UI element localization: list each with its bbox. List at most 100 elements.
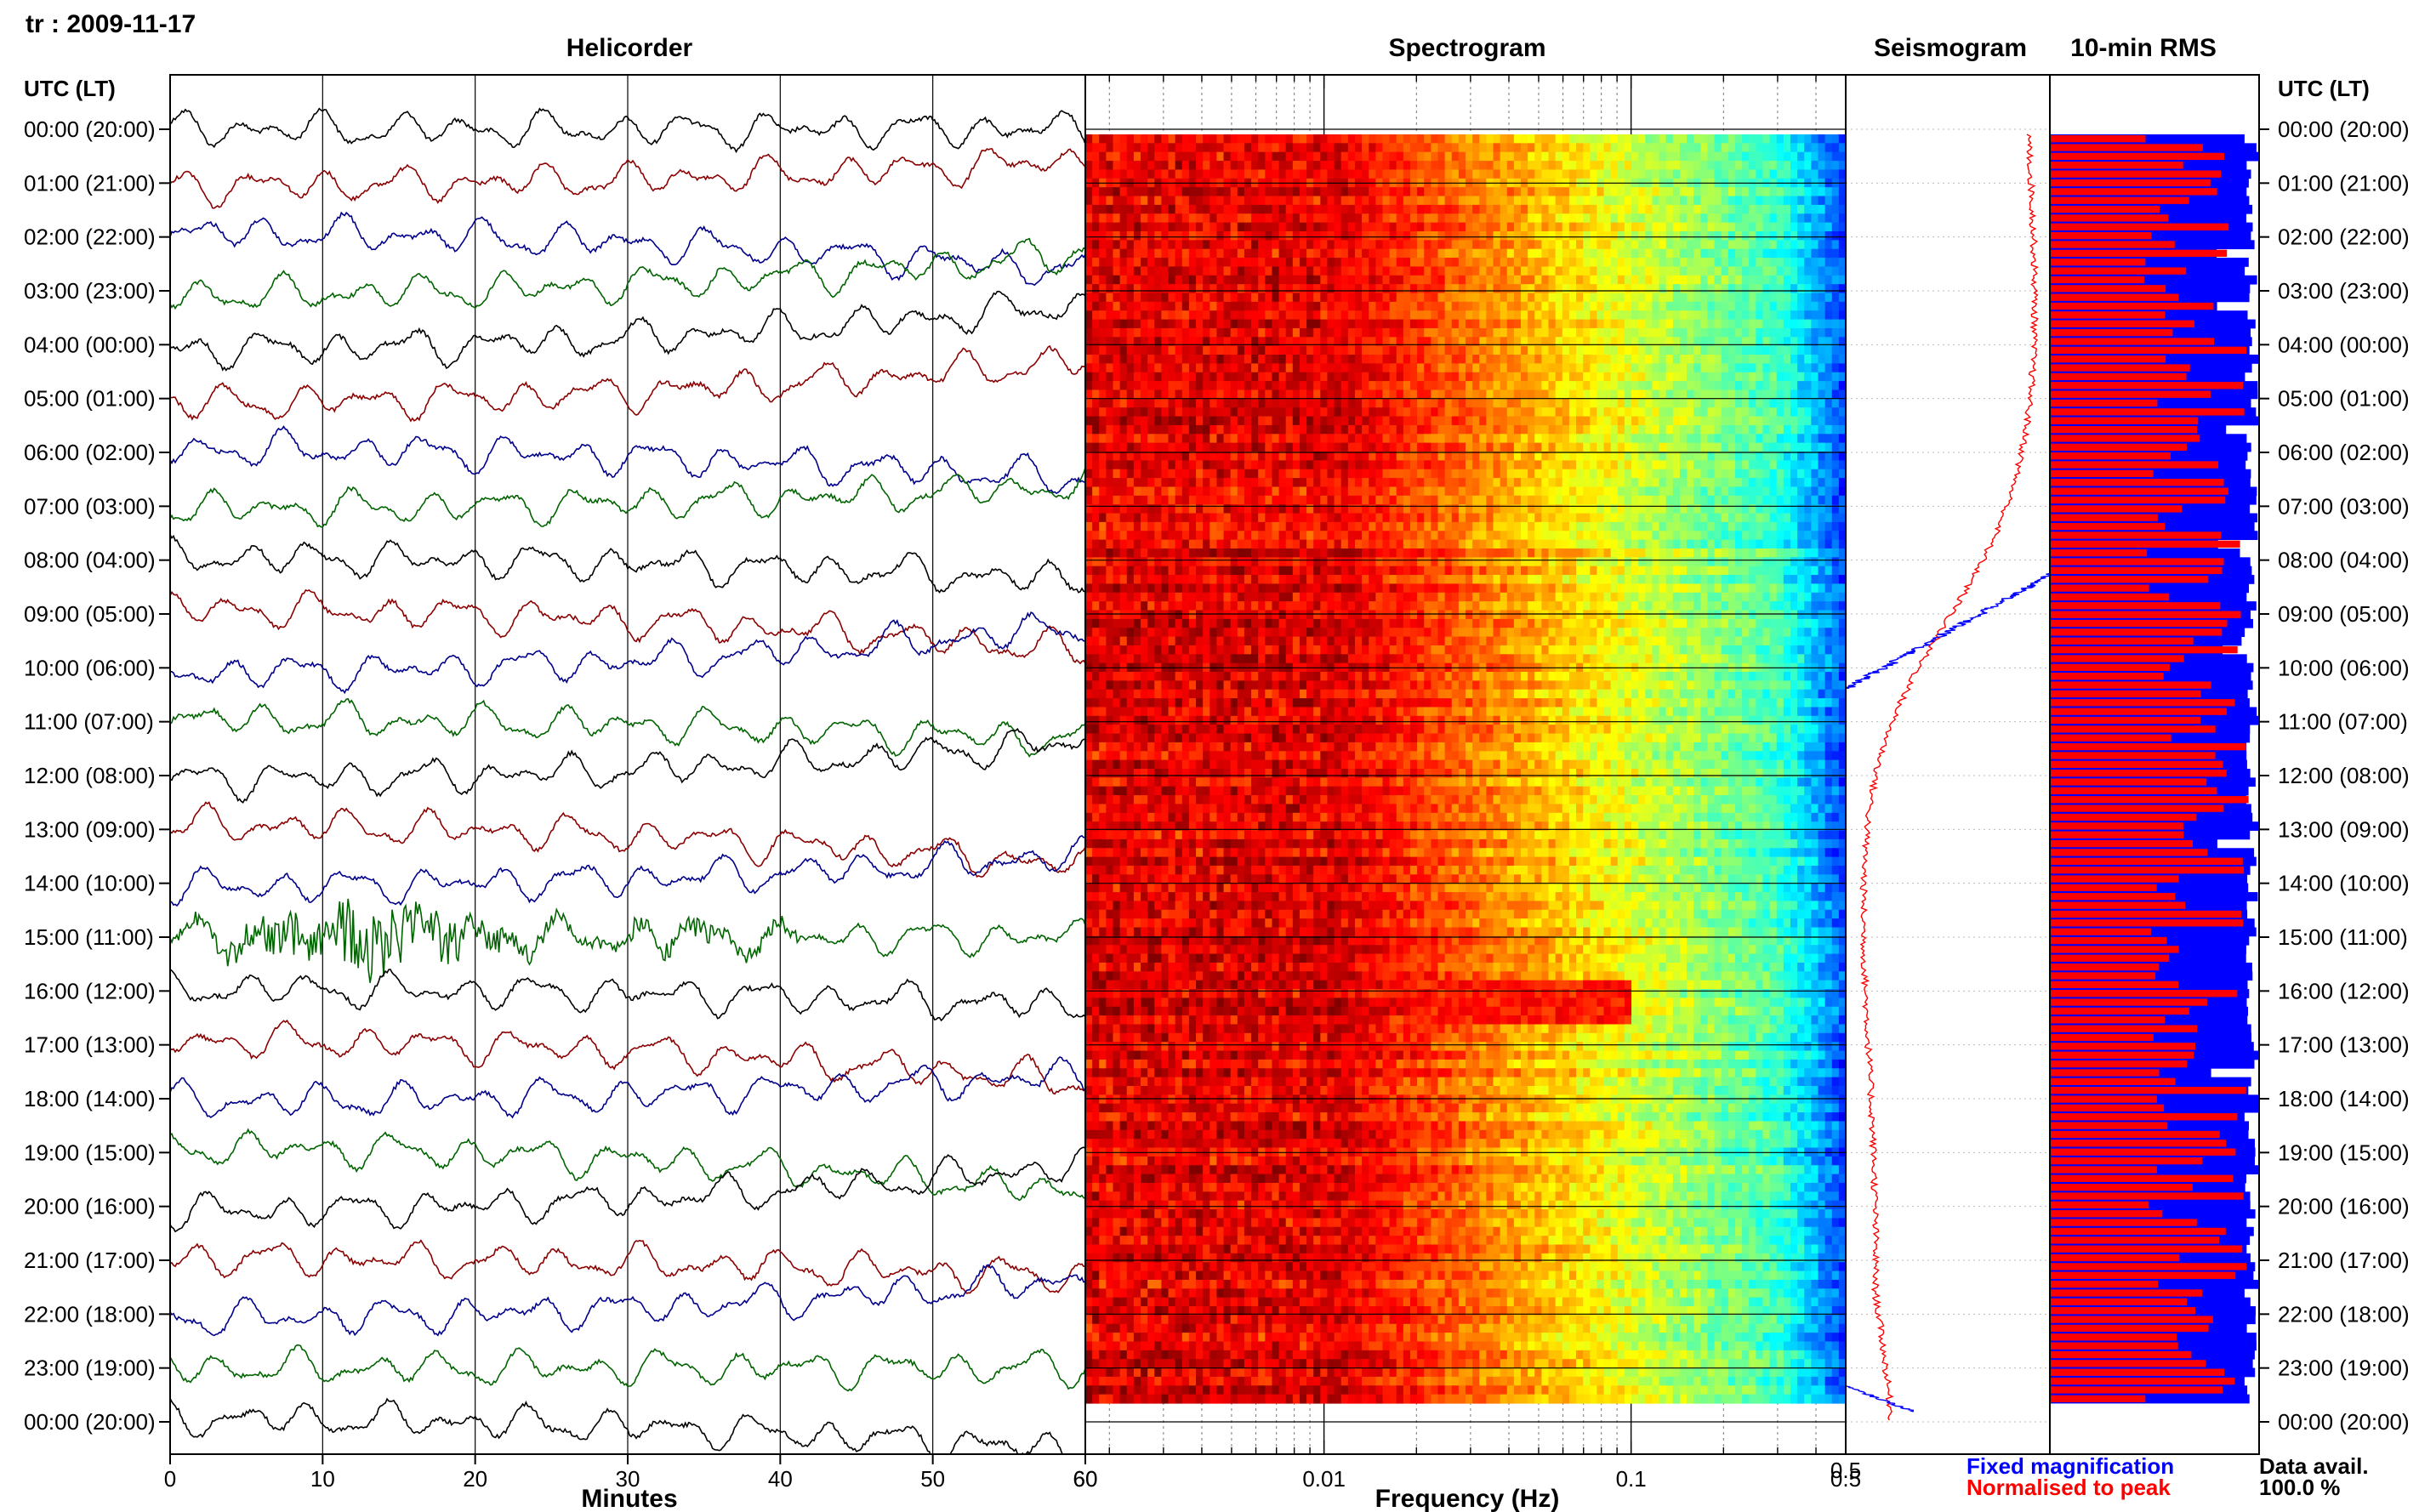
spectrogram-cell <box>1113 187 1121 197</box>
spectrogram-cell <box>1340 452 1349 461</box>
spectrogram-cell <box>1721 258 1729 268</box>
spectrogram-cell <box>1679 389 1688 400</box>
spectrogram-cell <box>1347 398 1356 408</box>
spectrogram-cell <box>1638 161 1646 171</box>
spectrogram-cell <box>1216 143 1225 153</box>
spectrogram-cell <box>1272 161 1280 171</box>
spectrogram-cell <box>1576 258 1584 268</box>
spectrogram-cell <box>1230 169 1238 179</box>
spectrogram-cell <box>1597 213 1605 224</box>
spectrogram-cell <box>1327 284 1335 294</box>
spectrogram-cell <box>1804 248 1812 259</box>
spectrogram-cell <box>1472 222 1480 232</box>
spectrogram-cell <box>1369 355 1376 364</box>
spectrogram-cell <box>1133 504 1141 514</box>
spectrogram-cell <box>1818 424 1826 435</box>
spectrogram-cell <box>1818 355 1826 364</box>
spectrogram-cell <box>1196 258 1204 268</box>
spectrogram-cell <box>1486 151 1494 162</box>
spectrogram-cell <box>1154 416 1162 426</box>
spectrogram-cell <box>1721 222 1729 232</box>
spectrogram-cell <box>1500 301 1508 311</box>
spectrogram-cell <box>1762 222 1771 232</box>
spectrogram-cell <box>1631 213 1639 224</box>
spectrogram-cell <box>1824 187 1833 197</box>
minute-tick-label: 60 <box>1073 1466 1098 1492</box>
spectrogram-cell <box>1085 363 1093 373</box>
spectrogram-cell <box>1804 319 1812 329</box>
helicorder-trace <box>170 1344 1085 1392</box>
spectrogram-cell <box>1161 161 1170 171</box>
spectrogram-cell <box>1444 363 1453 373</box>
spectrogram-cell <box>1272 240 1280 250</box>
spectrogram-cell <box>1320 434 1329 444</box>
spectrogram-cell <box>1133 345 1141 355</box>
spectrogram-cell <box>1382 230 1391 241</box>
spectrogram-cell <box>1790 230 1798 241</box>
spectrogram-cell <box>1340 495 1349 505</box>
spectrogram-cell <box>1486 452 1494 461</box>
spectrogram-cell <box>1541 327 1550 338</box>
spectrogram-cell <box>1838 284 1847 294</box>
spectrogram-cell <box>1804 240 1812 250</box>
spectrogram-cell <box>1652 230 1660 241</box>
helicorder-trace <box>170 1239 1085 1294</box>
spectrogram-cell <box>1278 478 1287 488</box>
spectrogram-cell <box>1437 293 1446 303</box>
spectrogram-cell <box>1320 161 1329 171</box>
spectrogram-cell <box>1472 452 1480 461</box>
spectrogram-cell <box>1583 169 1591 179</box>
spectrogram-cell <box>1804 452 1812 461</box>
spectrogram-cell <box>1196 434 1204 444</box>
spectrogram-cell <box>1603 230 1612 241</box>
spectrogram-cell <box>1161 424 1170 435</box>
spectrogram-cell <box>1327 434 1335 444</box>
spectrogram-cell <box>1838 213 1847 224</box>
spectrogram-cell <box>1230 460 1238 470</box>
spectrogram-cell <box>1824 452 1833 461</box>
spectrogram-cell <box>1562 284 1570 294</box>
spectrogram-cell <box>1707 460 1716 470</box>
spectrogram-cell <box>1161 258 1170 268</box>
spectrogram-cell <box>1181 284 1190 294</box>
spectrogram-cell <box>1313 213 1321 224</box>
spectrogram-cell <box>1306 310 1314 321</box>
spectrogram-cell <box>1583 407 1591 418</box>
spectrogram-cell <box>1265 204 1273 214</box>
spectrogram-cell <box>1583 310 1591 321</box>
spectrogram-cell <box>1734 504 1743 514</box>
spectrogram-cell <box>1679 469 1688 479</box>
spectrogram-cell <box>1126 513 1135 523</box>
spectrogram-cell <box>1175 222 1183 232</box>
spectrogram-cell <box>1521 187 1528 197</box>
spectrogram-cell <box>1513 169 1522 179</box>
spectrogram-cell <box>1659 284 1667 294</box>
spectrogram-cell <box>1590 284 1598 294</box>
spectrogram-cell <box>1479 452 1487 461</box>
spectrogram-cell <box>1672 398 1681 408</box>
spectrogram-cell <box>1451 161 1460 171</box>
helicorder-trace <box>170 801 1085 878</box>
spectrogram-cell <box>1734 258 1743 268</box>
spectrogram-cell <box>1665 187 1674 197</box>
spectrogram-cell <box>1790 266 1798 276</box>
spectrogram-cell <box>1783 230 1791 241</box>
spectrogram-cell <box>1776 310 1784 321</box>
spectrogram-cell <box>1147 381 1155 391</box>
spectrogram-cell <box>1403 258 1411 268</box>
spectrogram-cell <box>1693 169 1701 179</box>
spectrogram-cell <box>1334 469 1342 479</box>
spectrogram-cell <box>1362 275 1369 285</box>
spectrogram-cell <box>1299 327 1307 338</box>
spectrogram-cell <box>1375 389 1384 400</box>
spectrogram-cell <box>1230 301 1238 311</box>
spectrogram-cell <box>1659 143 1667 153</box>
spectrogram-cell <box>1237 222 1245 232</box>
spectrogram-cell <box>1479 213 1487 224</box>
spectrogram-cell <box>1513 134 1522 144</box>
spectrogram-cell <box>1811 495 1819 505</box>
spectrogram-cell <box>1500 442 1508 452</box>
spectrogram-cell <box>1285 169 1294 179</box>
spectrogram-cell <box>1727 469 1736 479</box>
spectrogram-cell <box>1693 213 1701 224</box>
